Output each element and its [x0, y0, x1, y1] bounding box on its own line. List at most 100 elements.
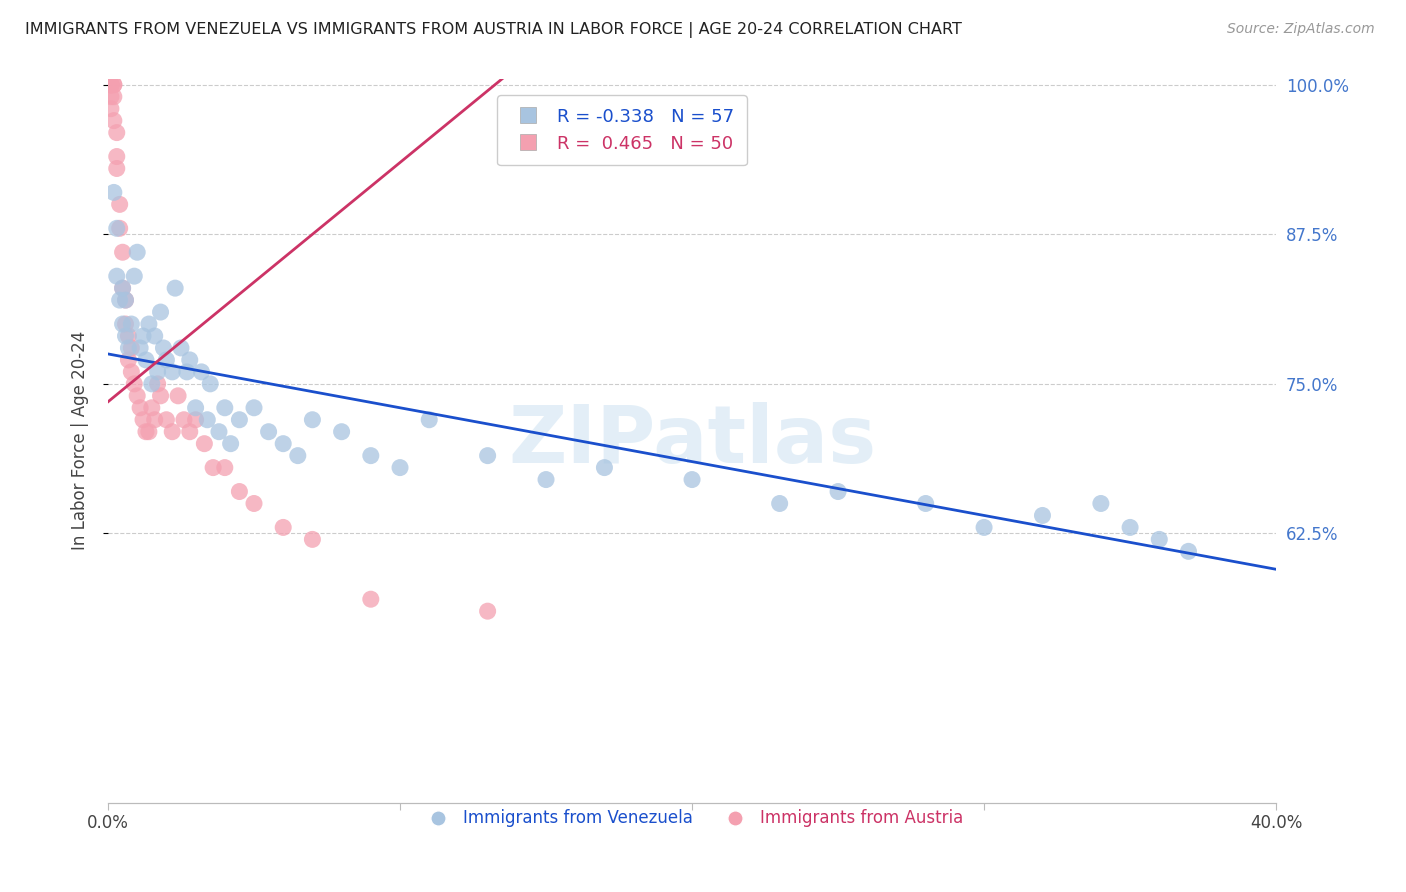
- Point: [100, 89, 122, 103]
- Point: [271, 520, 294, 534]
- Point: [120, 317, 142, 331]
- Point: [170, 341, 193, 355]
- Point: [103, 78, 125, 92]
- Point: [100, 78, 122, 92]
- Point: [141, 376, 163, 391]
- Point: [360, 449, 382, 463]
- Point: [100, 78, 122, 92]
- Point: [162, 365, 184, 379]
- Point: [228, 484, 250, 499]
- Point: [100, 78, 122, 92]
- Point: [162, 425, 184, 439]
- Point: [214, 460, 236, 475]
- Point: [184, 413, 207, 427]
- Point: [214, 401, 236, 415]
- Point: [973, 520, 995, 534]
- Point: [271, 436, 294, 450]
- Point: [287, 449, 309, 463]
- Point: [681, 473, 703, 487]
- Point: [120, 365, 142, 379]
- Point: [100, 78, 122, 92]
- Point: [122, 269, 145, 284]
- Point: [176, 365, 198, 379]
- Point: [132, 413, 155, 427]
- Point: [127, 389, 149, 403]
- Point: [389, 460, 412, 475]
- Point: [100, 102, 122, 116]
- Point: [228, 413, 250, 427]
- Point: [138, 317, 160, 331]
- Point: [146, 365, 169, 379]
- Text: IMMIGRANTS FROM VENEZUELA VS IMMIGRANTS FROM AUSTRIA IN LABOR FORCE | AGE 20-24 : IMMIGRANTS FROM VENEZUELA VS IMMIGRANTS …: [25, 22, 962, 38]
- Point: [301, 413, 323, 427]
- Text: Source: ZipAtlas.com: Source: ZipAtlas.com: [1227, 22, 1375, 37]
- Point: [593, 460, 616, 475]
- Point: [111, 317, 134, 331]
- Point: [149, 305, 172, 319]
- Point: [141, 401, 163, 415]
- Point: [257, 425, 280, 439]
- Legend: Immigrants from Venezuela, Immigrants from Austria: Immigrants from Venezuela, Immigrants fr…: [415, 803, 970, 834]
- Point: [184, 401, 207, 415]
- Point: [100, 78, 122, 92]
- Point: [418, 413, 440, 427]
- Point: [1090, 496, 1112, 510]
- Point: [129, 401, 152, 415]
- Point: [132, 329, 155, 343]
- Point: [202, 460, 225, 475]
- Point: [105, 149, 128, 163]
- Point: [827, 484, 849, 499]
- Point: [103, 89, 125, 103]
- Point: [105, 126, 128, 140]
- Point: [138, 425, 160, 439]
- Point: [143, 329, 166, 343]
- Point: [208, 425, 231, 439]
- Point: [914, 496, 936, 510]
- Point: [243, 496, 266, 510]
- Point: [108, 293, 131, 307]
- Point: [243, 401, 266, 415]
- Point: [155, 413, 177, 427]
- Point: [105, 221, 128, 235]
- Point: [477, 604, 499, 618]
- Point: [1119, 520, 1142, 534]
- Point: [330, 425, 353, 439]
- Point: [103, 78, 125, 92]
- Point: [117, 341, 139, 355]
- Point: [129, 341, 152, 355]
- Point: [114, 293, 136, 307]
- Point: [1031, 508, 1053, 523]
- Point: [114, 317, 136, 331]
- Point: [179, 352, 201, 367]
- Y-axis label: In Labor Force | Age 20-24: In Labor Force | Age 20-24: [72, 331, 89, 550]
- Point: [120, 341, 142, 355]
- Point: [103, 186, 125, 200]
- Point: [165, 281, 187, 295]
- Point: [103, 113, 125, 128]
- Point: [1149, 533, 1171, 547]
- Point: [105, 161, 128, 176]
- Point: [111, 245, 134, 260]
- Point: [143, 413, 166, 427]
- Point: [173, 413, 195, 427]
- Point: [149, 389, 172, 403]
- Point: [146, 376, 169, 391]
- Point: [360, 592, 382, 607]
- Point: [135, 352, 157, 367]
- Point: [179, 425, 201, 439]
- Point: [301, 533, 323, 547]
- Point: [114, 329, 136, 343]
- Point: [193, 436, 215, 450]
- Point: [135, 425, 157, 439]
- Point: [190, 365, 212, 379]
- Point: [200, 376, 222, 391]
- Text: ZIPatlas: ZIPatlas: [508, 401, 876, 480]
- Point: [534, 473, 557, 487]
- Point: [1177, 544, 1199, 558]
- Point: [769, 496, 792, 510]
- Point: [108, 197, 131, 211]
- Point: [155, 352, 177, 367]
- Point: [122, 376, 145, 391]
- Point: [195, 413, 218, 427]
- Point: [477, 449, 499, 463]
